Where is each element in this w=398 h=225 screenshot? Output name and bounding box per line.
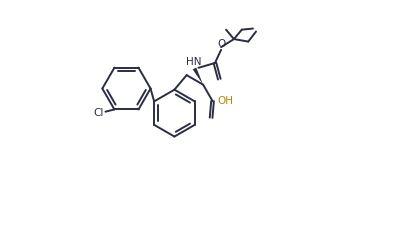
Text: O: O [217,39,225,49]
Text: Cl: Cl [94,108,104,118]
Text: OH: OH [217,96,234,106]
Polygon shape [193,68,203,85]
Text: HN: HN [185,57,201,67]
